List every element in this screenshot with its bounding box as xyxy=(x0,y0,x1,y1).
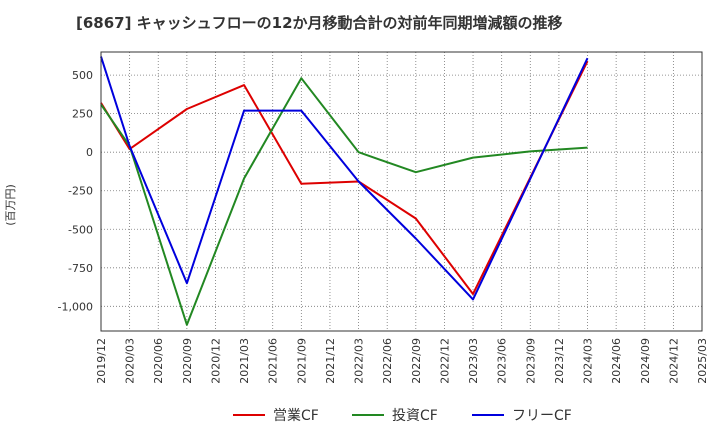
legend-label-3: フリーCF xyxy=(512,408,572,424)
chart-title: [6867] キャッシュフローの12か月移動合計の対前年同期増減額の推移 xyxy=(76,14,563,32)
y-tick-label: 500 xyxy=(72,69,93,82)
x-tick-label: 2023/12 xyxy=(553,338,566,384)
y-tick-label: -750 xyxy=(68,262,93,275)
x-tick-label: 2022/12 xyxy=(438,338,451,384)
x-tick-label: 2022/03 xyxy=(353,338,366,384)
y-tick-label: 250 xyxy=(72,108,93,121)
y-tick-label: -500 xyxy=(68,223,93,236)
x-tick-label: 2021/03 xyxy=(238,338,251,384)
x-tick-label: 2021/06 xyxy=(267,338,280,384)
y-axis-label: (百万円) xyxy=(4,184,17,226)
x-tick-label: 2024/03 xyxy=(582,338,595,384)
legend-label-1: 営業CF xyxy=(273,408,319,424)
x-tick-label: 2019/12 xyxy=(95,338,108,384)
grid-layer xyxy=(101,52,702,331)
x-tick-label: 2022/09 xyxy=(410,338,423,384)
x-tick-label: 2023/03 xyxy=(467,338,480,384)
x-tick-label: 2024/09 xyxy=(639,338,652,384)
plot-area-border xyxy=(100,51,703,332)
axis-layer: 500 250 0 -250 -500 -750 -1,000 2019/12 2020/03 2… xyxy=(58,51,709,384)
series-line-1 xyxy=(100,60,589,295)
series-layer xyxy=(100,56,589,326)
legend-label-2: 投資CF xyxy=(392,408,438,424)
x-tick-label: 2020/03 xyxy=(124,338,137,384)
y-tick-label: 0 xyxy=(86,146,93,159)
x-tick-label: 2020/09 xyxy=(181,338,194,384)
x-tick-label: 2024/12 xyxy=(667,338,680,384)
x-tick-label: 2025/03 xyxy=(696,338,709,384)
y-tick-label: -250 xyxy=(68,185,93,198)
x-tick-label: 2023/09 xyxy=(524,338,537,384)
x-tick-label: 2024/06 xyxy=(610,338,623,384)
x-tick-label: 2021/09 xyxy=(295,338,308,384)
x-tick-label: 2020/06 xyxy=(152,338,165,384)
series-line-3 xyxy=(100,56,589,301)
x-tick-label: 2023/06 xyxy=(496,338,509,384)
x-tick-label: 2022/06 xyxy=(381,338,394,384)
series-line-2 xyxy=(100,77,588,326)
legend: 営業CF 投資CF フリーCF xyxy=(233,408,572,424)
y-tick-label: -1,000 xyxy=(58,300,93,313)
x-tick-label: 2020/12 xyxy=(209,338,222,384)
x-tick-label: 2021/12 xyxy=(324,338,337,384)
